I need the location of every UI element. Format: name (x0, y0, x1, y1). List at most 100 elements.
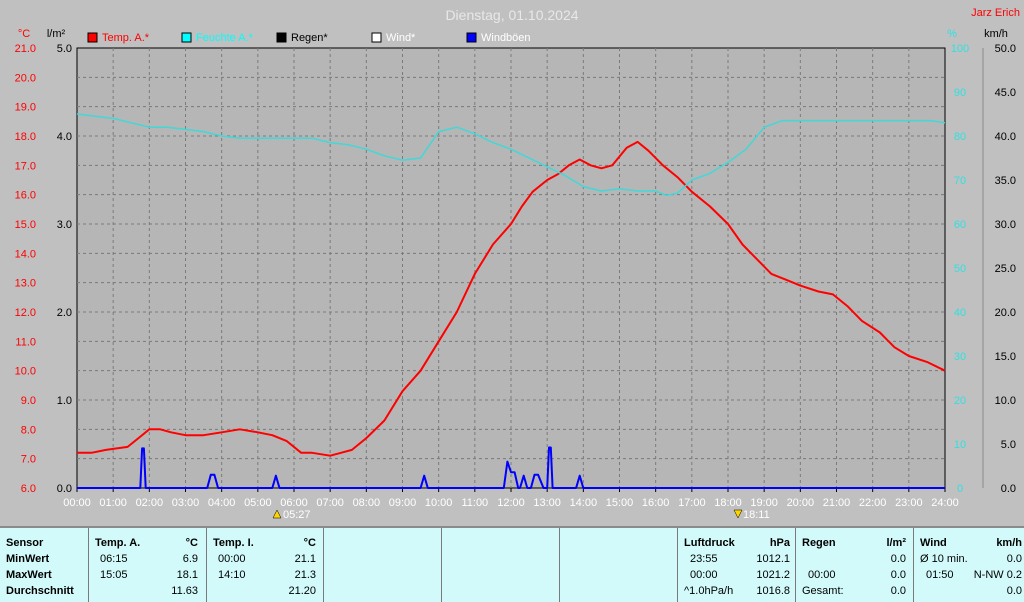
left-temp-ticks-label: 10.0 (15, 366, 36, 378)
wind-avg-label: Ø 10 min. (920, 553, 968, 565)
left-temp-ticks-label: 18.0 (15, 131, 36, 143)
x-tick-label: 16:00 (642, 497, 670, 509)
sensor-header: Sensor (6, 537, 44, 549)
divider (206, 528, 207, 602)
x-tick-label: 18:00 (714, 497, 742, 509)
wind-header: Wind (920, 537, 947, 549)
rain-header: Regen (802, 537, 836, 549)
rain-max-value: 0.0 (890, 569, 906, 581)
left-temp-ticks-label: 21.0 (15, 43, 36, 55)
right-pct-ticks-label: 10 (954, 439, 966, 451)
right-pct-ticks-label: 0 (957, 483, 963, 495)
rain-axis: 0.0 1.0 2.0 3.0 4.0 5.0 (57, 43, 72, 495)
left-rain-ticks-label: 4.0 (57, 131, 72, 143)
temp-axis: 6.0 7.0 8.0 9.0 10.0 11.0 12.0 13.0 14.0 15.0 16.0… (15, 43, 36, 495)
sunset-marker: 18:11 (733, 509, 770, 521)
wind-total-value: 0.0 (1006, 585, 1022, 597)
left-temp-ticks-label: 6.0 (21, 483, 36, 495)
left-rain-ticks-label: 1.0 (57, 395, 72, 407)
chart-title: Dienstag, 01.10.2024 (445, 7, 578, 23)
left-temp-ticks-label: 17.0 (15, 160, 36, 172)
right-wind-ticks-label: 50.0 (995, 43, 1016, 55)
right-wind-ticks-label: 40.0 (995, 131, 1016, 143)
author-label: Jarz Erich (971, 7, 1020, 19)
left-temp-ticks-label: 7.0 (21, 454, 36, 466)
left-temp-ticks-label: 20.0 (15, 72, 36, 84)
x-tick-label: 19:00 (750, 497, 778, 509)
divider (677, 528, 678, 602)
legend-swatch-temp (87, 32, 98, 43)
left-temp-ticks-label: 9.0 (21, 395, 36, 407)
rain-total-label: Gesamt: (802, 585, 844, 597)
left-rain-ticks-label: 2.0 (57, 307, 72, 319)
legend-swatch-wind (371, 32, 382, 43)
pressure-unit: hPa (769, 537, 790, 549)
temp-i-max-time: 14:10 (218, 569, 246, 581)
temp-i-min-value: 21.1 (294, 553, 316, 565)
wind-axis: 0.0 5.0 10.0 15.0 20.0 25.0 30.0 35.0 40.0 45.0 50… (982, 43, 1016, 495)
legend-item-wind: Wind* (371, 32, 416, 44)
sunrise-marker: 05:27 (272, 509, 311, 521)
temp-i-header: Temp. I. (213, 537, 254, 549)
temp-a-max-time: 15:05 (100, 569, 128, 581)
right-wind-ticks-label: 30.0 (995, 219, 1016, 231)
left-rain-ticks-label: 5.0 (57, 43, 72, 55)
rain-max-time: 00:00 (808, 569, 836, 581)
x-tick-label: 14:00 (570, 497, 598, 509)
row-label-max: MaxWert (6, 569, 52, 581)
right-pct-ticks-label: 100 (951, 43, 969, 55)
temp-a-avg-value: 11.63 (171, 585, 198, 597)
rain-unit-label: l/m² (47, 28, 66, 40)
x-tick-label: 23:00 (895, 497, 923, 509)
legend-label-gusts: Windböen (481, 32, 531, 44)
temp-unit-label: °C (18, 28, 30, 40)
right-wind-ticks-label: 25.0 (995, 263, 1016, 275)
x-tick-label: 08:00 (353, 497, 381, 509)
pressure-header: Luftdruck (684, 537, 735, 549)
right-pct-ticks-label: 70 (954, 175, 966, 187)
wind-max-time: 01:50 (926, 569, 954, 581)
right-wind-ticks-label: 0.0 (1001, 483, 1016, 495)
legend-swatch-gusts (466, 32, 477, 43)
right-pct-ticks-label: 20 (954, 395, 966, 407)
x-tick-label: 22:00 (859, 497, 887, 509)
rain-unit: l/m² (886, 537, 906, 549)
grid (77, 48, 945, 488)
legend-label-humidity: Feuchte A.* (196, 32, 254, 44)
pct-unit-label: % (947, 28, 957, 40)
pressure-trend: ^1.0hPa/h (684, 585, 734, 597)
legend-label-wind: Wind* (386, 32, 416, 44)
right-wind-ticks-label: 10.0 (995, 395, 1016, 407)
x-tick-label: 05:00 (244, 497, 272, 509)
time-axis: 00:00 01:00 02:00 03:00 04:00 05:00 06:00 07:00… (63, 488, 959, 509)
right-wind-ticks-label: 35.0 (995, 175, 1016, 187)
temp-i-max-value: 21.3 (294, 569, 316, 581)
sunset-time: 18:11 (743, 509, 770, 521)
temp-a-header: Temp. A. (95, 537, 141, 549)
legend-label-temp: Temp. A.* (102, 32, 150, 44)
row-label-avg: Durchschnitt (6, 585, 74, 597)
x-tick-label: 11:00 (461, 497, 488, 509)
legend-swatch-humidity (181, 32, 192, 43)
pressure-min-value: 1012.1 (756, 553, 790, 565)
x-tick-label: 15:00 (606, 497, 634, 509)
right-pct-ticks-label: 60 (954, 219, 966, 231)
wind-unit: km/h (996, 537, 1022, 549)
x-tick-label: 06:00 (280, 497, 308, 509)
series-line-0 (77, 140, 946, 457)
x-tick-label: 04:00 (208, 497, 236, 509)
x-tick-label: 01:00 (99, 497, 127, 509)
temp-i-min-time: 00:00 (218, 553, 246, 565)
left-temp-ticks-label: 8.0 (21, 424, 36, 436)
x-tick-label: 21:00 (823, 497, 851, 509)
left-temp-ticks-label: 15.0 (15, 219, 36, 231)
legend: Temp. A.* Feuchte A.* Regen* Wind* Windb… (87, 32, 531, 44)
legend-label-rain: Regen* (291, 32, 328, 44)
divider (795, 528, 796, 602)
temp-a-unit: °C (185, 537, 198, 549)
pressure-max-time: 00:00 (690, 569, 718, 581)
left-rain-ticks-label: 3.0 (57, 219, 72, 231)
wind-avg-value: 0.0 (1006, 553, 1022, 565)
rain-min-value: 0.0 (890, 553, 906, 565)
left-temp-ticks-label: 16.0 (15, 190, 36, 202)
